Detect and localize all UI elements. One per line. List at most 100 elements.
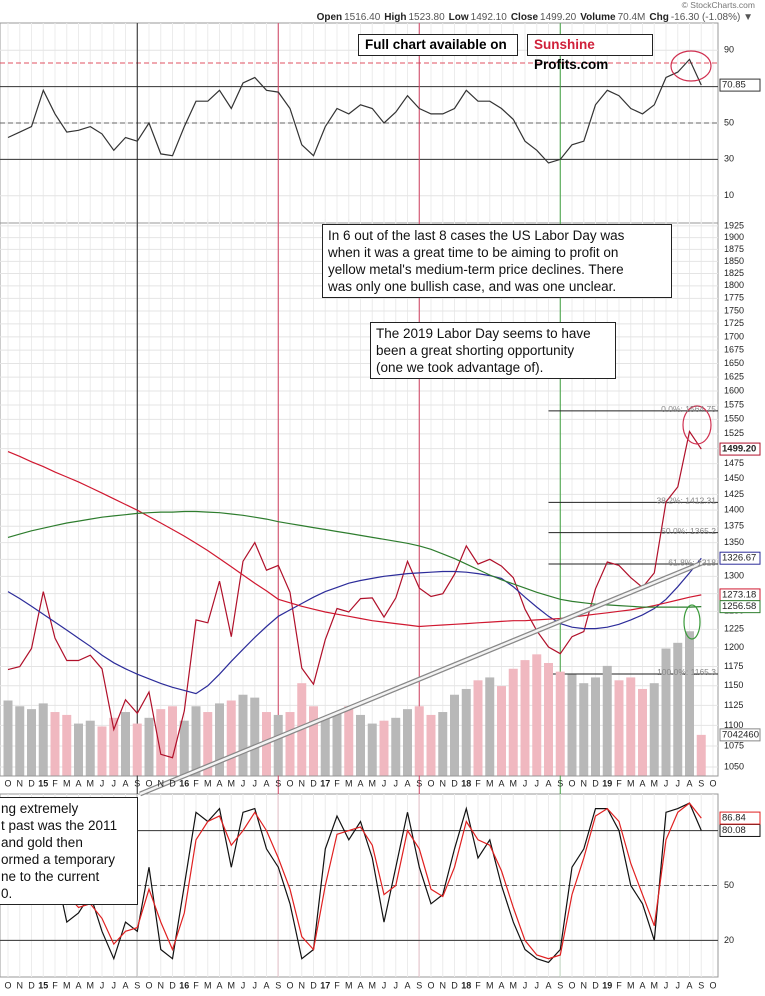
x-tick-label: M (627, 778, 635, 788)
x-tick-label: A (357, 980, 363, 990)
x-tick-label: D (169, 980, 176, 990)
x-tick-label: D (451, 778, 458, 788)
volume-bar (15, 706, 25, 776)
series-line (7, 429, 702, 759)
volume-bar (520, 660, 530, 776)
x-tick-label: A (216, 778, 222, 788)
x-tick-label: J (253, 778, 258, 788)
volume-bar (273, 714, 283, 776)
volume-bar (403, 709, 412, 776)
annotation-line: been a great shorting opportunity (376, 343, 575, 358)
annotation-line: t past was the 2011 (1, 818, 118, 833)
quote-value: 1523.80 (408, 12, 445, 23)
x-tick-label: F (616, 980, 622, 990)
value-box (719, 551, 761, 565)
y-tick-label: 1050 (724, 761, 744, 771)
value-box-label: 1499.20 (722, 444, 756, 455)
volume-bar (109, 717, 119, 776)
volume-bar (50, 712, 60, 776)
annotation-line: The 2019 Labor Day seems to have (376, 326, 591, 341)
x-tick-label: J (112, 778, 117, 788)
x-tick-label: N (299, 778, 306, 788)
x-tick-label: S (416, 980, 422, 990)
quote-label: Open (316, 12, 343, 23)
y-tick-label: 1825 (724, 268, 744, 278)
x-tick-label: F (193, 980, 199, 990)
x-tick-label: J (664, 980, 669, 990)
x-tick-label: 16 (179, 980, 189, 990)
series-line (7, 451, 702, 628)
x-tick-label: 18 (461, 778, 471, 788)
copyright: © StockCharts.com (681, 0, 755, 10)
x-tick-label: J (394, 778, 399, 788)
volume-bar (649, 683, 659, 776)
x-tick-label: N (17, 778, 24, 788)
volume-bar (673, 642, 683, 776)
x-tick-label: O (4, 778, 11, 788)
x-tick-label: O (286, 980, 293, 990)
value-box (719, 78, 761, 92)
fib-label: 38.2%: 1412.31 (656, 496, 716, 506)
x-tick-label: N (581, 778, 588, 788)
x-tick-label: J (664, 778, 669, 788)
y-tick-label: 1225 (724, 624, 744, 634)
value-box (719, 811, 761, 825)
x-tick-label: N (440, 778, 447, 788)
volume-bar (544, 663, 553, 776)
x-tick-label: 15 (38, 980, 48, 990)
price-frame (0, 222, 719, 777)
volume-bar (602, 665, 612, 776)
y-tick-label: 1300 (724, 571, 744, 581)
highlight-circle (670, 50, 712, 82)
x-tick-label: S (557, 778, 563, 788)
volume-bar (144, 717, 154, 776)
annotation: The 2019 Labor Day seems to have been a g… (370, 322, 616, 379)
volume-bar (367, 723, 377, 776)
x-tick-label: 16 (179, 778, 189, 788)
x-tick-label: D (592, 778, 599, 788)
value-box-label: 1326.67 (722, 553, 756, 564)
volume-bar (97, 726, 107, 776)
annotation-line: ormed a temporary (1, 852, 116, 867)
x-tick-label: J (535, 980, 540, 990)
volume-bar (379, 720, 389, 776)
series-line (7, 58, 702, 164)
volume-bar (414, 706, 424, 776)
volume-bar (226, 700, 236, 776)
x-tick-label: A (545, 980, 551, 990)
x-tick-label: M (63, 778, 71, 788)
x-tick-label: M (204, 980, 212, 990)
value-box-label: 7042460 (722, 729, 759, 740)
x-tick-label: J (100, 980, 105, 990)
volume-bar (696, 734, 706, 776)
x-tick-label: M (228, 778, 236, 788)
x-tick-label: D (592, 980, 599, 990)
value-box (719, 728, 761, 742)
banner-text: Full chart available on (358, 34, 518, 56)
volume-bar (450, 694, 459, 776)
volume-bar (532, 654, 542, 776)
volume-bar (426, 714, 436, 776)
value-box-label: 1273.18 (722, 589, 756, 600)
x-tick-label: S (698, 980, 704, 990)
volume-bar (238, 694, 248, 776)
volume-bar (191, 706, 201, 776)
y-tick-label: 10 (724, 190, 734, 200)
x-tick-label: 17 (320, 980, 330, 990)
volume-bar (203, 712, 213, 776)
marks (7, 58, 702, 964)
volume-bar (555, 671, 565, 776)
quote-value: 1499.20 (540, 12, 577, 23)
fib-label: 0.0%: 1564.75 (661, 404, 716, 414)
x-tick-label: M (510, 980, 518, 990)
x-tick-label: J (394, 980, 399, 990)
x-tick-label: D (310, 980, 317, 990)
y-tick-label: 90 (724, 45, 734, 55)
annotation-line: and gold then (1, 835, 83, 850)
volume-bar (132, 723, 142, 776)
y-tick-label: 1900 (724, 232, 744, 242)
x-tick-label: O (568, 778, 575, 788)
annotation: ng extremely t past was the 2011 and gold… (0, 797, 138, 905)
y-tick-label: 1675 (724, 344, 744, 354)
volume-bar (626, 677, 636, 776)
